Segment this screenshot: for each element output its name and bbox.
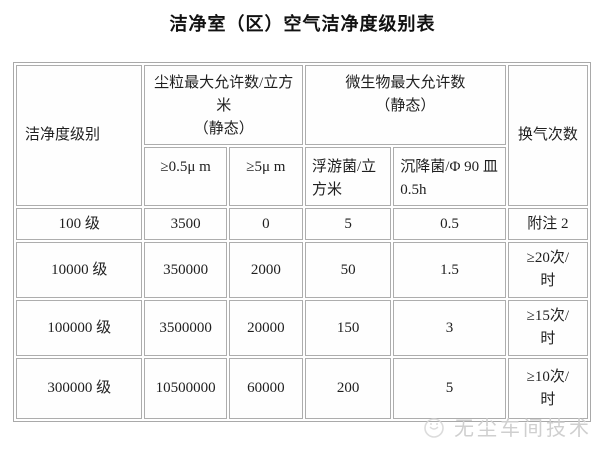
header-settling-bacteria: 沉降菌/Φ 90 皿 0.5h <box>393 147 506 206</box>
cell-settling: 0.5 <box>393 208 506 240</box>
smiley-logo-icon <box>421 414 447 440</box>
cell-level: 100 级 <box>16 208 143 240</box>
cell-ge5: 20000 <box>228 300 303 356</box>
cell-ge5: 60000 <box>228 358 303 419</box>
header-microbes-group: 微生物最大允许数 （静态） <box>304 65 506 145</box>
header-cleanliness-level: 洁净度级别 <box>16 65 143 206</box>
cell-air-changes: ≥10次/ 时 <box>507 358 588 419</box>
cell-settling: 5 <box>393 358 506 419</box>
header-ge-0-5um: ≥0.5μ m <box>144 147 227 206</box>
page-title: 洁净室（区）空气洁净度级别表 <box>169 14 436 34</box>
cell-floating: 200 <box>304 358 392 419</box>
cell-ge05: 3500 <box>144 208 227 240</box>
cell-air-changes: ≥15次/ 时 <box>507 300 588 356</box>
table-row-100: 100 级 3500 0 5 0.5 附注 2 <box>16 208 588 240</box>
cleanliness-level-table: 洁净度级别 尘粒最大允许数/立方 米 （静态） 微生物最大允许数 （静态） 换气… <box>13 62 591 422</box>
header-ge-5um: ≥5μ m <box>228 147 303 206</box>
cell-level: 10000 级 <box>16 242 143 298</box>
cell-ge5: 2000 <box>228 242 303 298</box>
cell-settling: 1.5 <box>393 242 506 298</box>
cell-floating: 50 <box>304 242 392 298</box>
cell-ge05: 10500000 <box>144 358 227 419</box>
table-row-300000: 300000 级 10500000 60000 200 5 ≥10次/ 时 <box>16 358 588 419</box>
cell-level: 100000 级 <box>16 300 143 356</box>
cell-level: 300000 级 <box>16 358 143 419</box>
cell-air-changes: ≥20次/ 时 <box>507 242 588 298</box>
cell-ge5: 0 <box>228 208 303 240</box>
cell-floating: 5 <box>304 208 392 240</box>
watermark-text: 无尘车间技术 <box>454 418 592 440</box>
cell-air-changes: 附注 2 <box>507 208 588 240</box>
cell-settling: 3 <box>393 300 506 356</box>
header-air-changes: 换气次数 <box>507 65 588 206</box>
cell-floating: 150 <box>304 300 392 356</box>
header-particles-group: 尘粒最大允许数/立方 米 （静态） <box>144 65 303 145</box>
table-row-10000: 10000 级 350000 2000 50 1.5 ≥20次/ 时 <box>16 242 588 298</box>
table-row-100000: 100000 级 3500000 20000 150 3 ≥15次/ 时 <box>16 300 588 356</box>
cell-ge05: 350000 <box>144 242 227 298</box>
cell-ge05: 3500000 <box>144 300 227 356</box>
header-floating-bacteria: 浮游菌/立 方米 <box>304 147 392 206</box>
watermark: 无尘车间技术 <box>421 412 592 441</box>
